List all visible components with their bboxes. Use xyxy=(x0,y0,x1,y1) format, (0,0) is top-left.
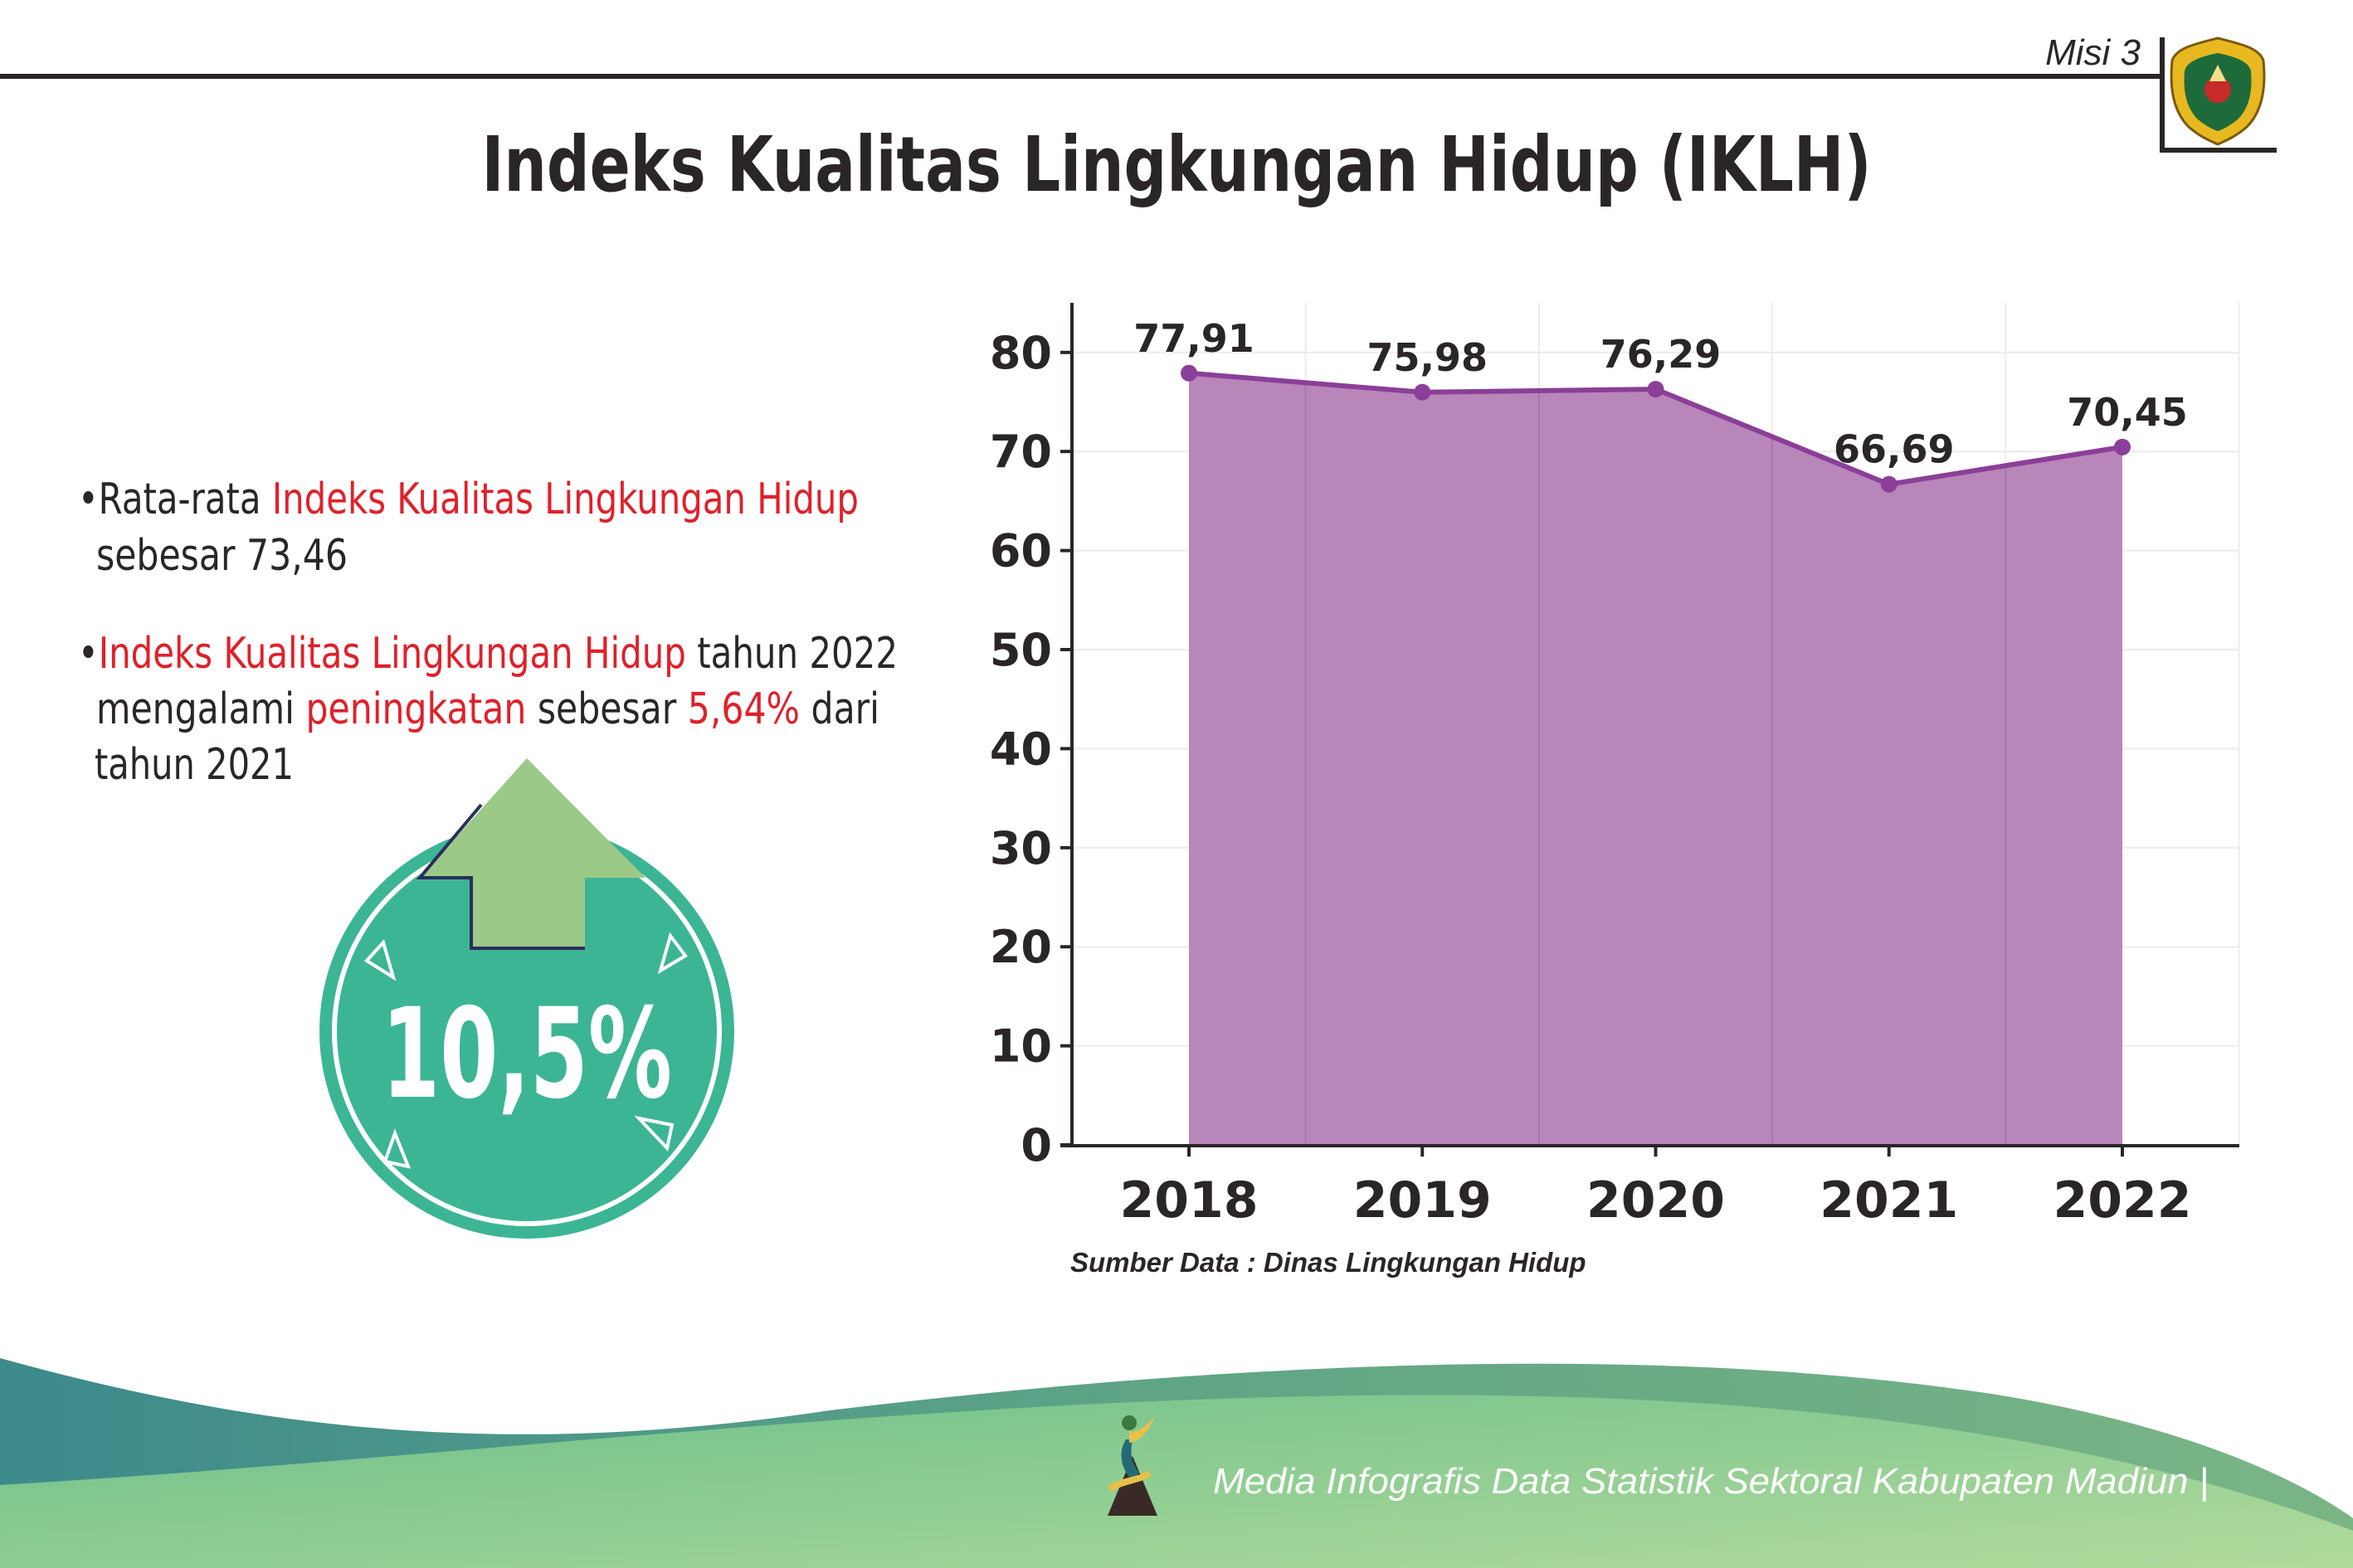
point2-text-e: dari xyxy=(800,684,879,734)
summary-point-1: •Rata-rata Indeks Kualitas Lingkungan Hi… xyxy=(78,475,859,524)
arrow-up-icon xyxy=(420,758,645,948)
point2-highlight: Indeks Kualitas Lingkungan Hidup xyxy=(99,629,686,679)
page-title: Indeks Kualitas Lingkungan Hidup (IKLH) xyxy=(482,120,1872,209)
mascot-logo xyxy=(1107,1415,1157,1516)
y-tick-label: 20 xyxy=(990,921,1052,973)
x-tick-label: 2020 xyxy=(1586,1171,1725,1230)
sparkle-triangles xyxy=(363,932,688,1169)
header-rule xyxy=(0,74,2162,79)
data-point-2020 xyxy=(1647,381,1664,398)
data-point-2022 xyxy=(2114,438,2131,455)
footer: Media Infografis Data Statistik Sektoral… xyxy=(0,1358,2353,1568)
y-tick-label: 40 xyxy=(990,723,1052,775)
bullet: • xyxy=(78,629,99,679)
x-tick-label: 2021 xyxy=(1820,1171,1958,1230)
y-tick-label: 60 xyxy=(990,525,1052,577)
footer-wave-front xyxy=(0,1395,2353,1568)
y-tick-label: 0 xyxy=(1021,1119,1052,1171)
y-tick-label: 70 xyxy=(990,426,1052,478)
y-tick-label: 80 xyxy=(990,327,1052,379)
growth-badge: 10,5% xyxy=(319,758,734,1239)
summary-point-2-line2: mengalami peningkatan sebesar 5,64% dari xyxy=(96,684,879,734)
point2-text-c: sebesar xyxy=(526,684,687,734)
arrow-outline xyxy=(416,803,585,950)
point1-highlight: Indeks Kualitas Lingkungan Hidup xyxy=(272,475,859,524)
data-point-2021 xyxy=(1880,475,1898,493)
mission-label: Misi 3 xyxy=(2045,32,2141,73)
kabupaten-madiun-logo xyxy=(2170,37,2266,146)
data-point-2019 xyxy=(1414,383,1431,401)
footer-text: Media Infografis Data Statistik Sektoral… xyxy=(1213,1461,2209,1502)
badge-circle xyxy=(319,824,734,1239)
point2-text-a: mengalami xyxy=(96,684,306,734)
data-source: Sumber Data : Dinas Lingkungan Hidup xyxy=(1070,1247,1586,1278)
summary-point-1-line2: sebesar 73,46 xyxy=(96,531,348,581)
point1-prefix: Rata-rata xyxy=(99,475,272,524)
data-labels: 77,91 75,98 76,29 66,69 70,45 xyxy=(1133,316,2188,472)
summary: •Rata-rata Indeks Kualitas Lingkungan Hi… xyxy=(78,475,898,790)
data-label-2018: 77,91 xyxy=(1133,316,1254,361)
data-label-2019: 75,98 xyxy=(1366,335,1488,380)
x-tick-label: 2019 xyxy=(1353,1171,1492,1230)
data-points xyxy=(1181,364,2131,493)
point2-text-d: 5,64% xyxy=(688,684,800,734)
y-tick-labels: 0 10 20 30 40 50 60 70 80 xyxy=(990,327,1072,1171)
bullet: • xyxy=(78,475,99,524)
header: Misi 3 Indeks Kualitas Lingkungan Hidup … xyxy=(0,32,2277,209)
badge-value: 10,5% xyxy=(382,982,672,1127)
data-point-2018 xyxy=(1181,364,1197,382)
summary-point-2-line3: tahun 2021 xyxy=(95,740,294,790)
x-tick-label: 2022 xyxy=(2053,1171,2192,1230)
data-label-2022: 70,45 xyxy=(2067,390,2188,435)
summary-point-2: •Indeks Kualitas Lingkungan Hidup tahun … xyxy=(78,629,898,679)
y-tick-label: 30 xyxy=(990,822,1052,874)
x-tick-label: 2018 xyxy=(1120,1171,1259,1230)
corner-bracket xyxy=(2160,37,2277,153)
y-tick-label: 50 xyxy=(990,624,1052,676)
y-tick-label: 10 xyxy=(990,1020,1052,1073)
data-label-2021: 66,69 xyxy=(1834,427,1955,472)
point2-suffix: tahun 2022 xyxy=(686,629,898,679)
area-fill xyxy=(1189,373,2122,1145)
x-tick-labels: 2018 2019 2020 2021 2022 xyxy=(1120,1145,2192,1230)
iklh-chart: 77,91 75,98 76,29 66,69 70,45 0 10 20 30 40 50 60 7… xyxy=(990,303,2240,1278)
data-label-2020: 76,29 xyxy=(1600,332,1722,377)
point2-text-b: peningkatan xyxy=(306,684,527,734)
